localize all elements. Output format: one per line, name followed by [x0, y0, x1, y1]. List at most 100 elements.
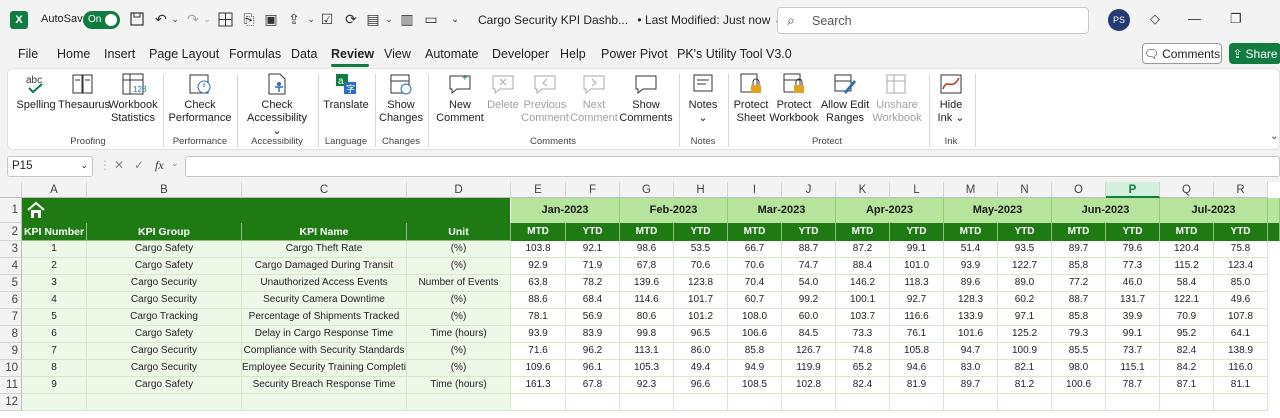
cell-value[interactable]: 81.9 — [890, 377, 944, 394]
cell-value[interactable]: 67.8 — [566, 377, 620, 394]
row-header-4[interactable]: 4 — [0, 258, 22, 275]
show-changes-button[interactable]: Show Changes — [379, 72, 423, 125]
cell-value[interactable]: 46.0 — [1106, 275, 1160, 292]
cell-unit[interactable]: (%) — [407, 241, 511, 258]
menu-insert[interactable]: Insert — [104, 47, 136, 61]
cell-value[interactable]: 70.9 — [1160, 309, 1214, 326]
cell-empty[interactable] — [1052, 394, 1106, 411]
cell-value[interactable]: 105.8 — [890, 343, 944, 360]
menu-file[interactable]: File — [18, 47, 39, 61]
cell-value[interactable]: 81.1 — [1214, 377, 1268, 394]
cell-value[interactable]: 49.4 — [674, 360, 728, 377]
cell-value[interactable]: 92.7 — [890, 292, 944, 309]
cell-kpi-group[interactable]: Cargo Security — [87, 275, 242, 292]
cell-value[interactable]: 99.8 — [620, 326, 674, 343]
cell-empty[interactable] — [890, 394, 944, 411]
enter-icon[interactable]: ✓ — [134, 158, 145, 172]
row-header-10[interactable]: 10 — [0, 360, 22, 377]
format-painter-icon[interactable]: ⎘ — [243, 10, 255, 27]
cell-value[interactable]: 92.3 — [620, 377, 674, 394]
column-header-p[interactable]: P — [1106, 182, 1160, 198]
cell-empty[interactable] — [87, 394, 242, 411]
menu-formulas[interactable]: Formulas — [229, 47, 282, 61]
home-icon[interactable] — [26, 201, 46, 220]
column-header-e[interactable]: E — [511, 182, 566, 198]
cell-value[interactable]: 123.8 — [674, 275, 728, 292]
cell-kpi-name[interactable]: Compliance with Security Standards — [242, 343, 407, 360]
protect-sheet-button[interactable]: Protect Sheet — [731, 72, 771, 125]
cell-value[interactable]: 99.2 — [782, 292, 836, 309]
column-header-m[interactable]: M — [944, 182, 998, 198]
cell-value[interactable]: 100.9 — [998, 343, 1052, 360]
column-header-j[interactable]: J — [782, 182, 836, 198]
cell-value[interactable]: 78.1 — [511, 309, 566, 326]
cell-value[interactable]: 106.6 — [728, 326, 782, 343]
minimize-icon[interactable]: — — [1188, 11, 1201, 26]
cell-value[interactable]: 82.4 — [1160, 343, 1214, 360]
cell-value[interactable]: 103.8 — [511, 241, 566, 258]
cell-value[interactable]: 99.1 — [890, 241, 944, 258]
cell-value[interactable]: 113.1 — [620, 343, 674, 360]
cell-value[interactable]: 96.1 — [566, 360, 620, 377]
cell-value[interactable]: 89.7 — [1052, 241, 1106, 258]
cell-value[interactable]: 81.2 — [998, 377, 1052, 394]
cell-value[interactable]: 83.0 — [944, 360, 998, 377]
cell-value[interactable]: 88.4 — [836, 258, 890, 275]
column-header-d[interactable]: D — [407, 182, 511, 198]
cell-value[interactable]: 98.6 — [620, 241, 674, 258]
cell-unit[interactable]: Number of Events — [407, 275, 511, 292]
cell-value[interactable]: 85.8 — [728, 343, 782, 360]
cell-value[interactable]: 131.7 — [1106, 292, 1160, 309]
column-header-f[interactable]: F — [566, 182, 620, 198]
notes-button[interactable]: Notes ⌄ — [683, 72, 723, 125]
menu-pk-utility-tool[interactable]: PK's Utility Tool V3.0 — [677, 47, 792, 61]
cell-value[interactable]: 116.0 — [1214, 360, 1268, 377]
cell-empty[interactable] — [674, 394, 728, 411]
cell-value[interactable]: 87.1 — [1160, 377, 1214, 394]
cell-value[interactable]: 122.1 — [1160, 292, 1214, 309]
cell-value[interactable]: 66.7 — [728, 241, 782, 258]
cell-value[interactable]: 120.4 — [1160, 241, 1214, 258]
cell-kpi-name[interactable]: Unauthorized Access Events — [242, 275, 407, 292]
cell-value[interactable]: 77.2 — [1052, 275, 1106, 292]
borders-icon[interactable] — [216, 10, 234, 28]
cell-value[interactable]: 93.9 — [944, 258, 998, 275]
column-header-n[interactable]: N — [998, 182, 1052, 198]
insert-function-icon[interactable]: fx — [155, 158, 164, 172]
cell-value[interactable]: 94.7 — [944, 343, 998, 360]
cell-value[interactable]: 60.0 — [782, 309, 836, 326]
cell-empty[interactable] — [22, 394, 87, 411]
row-header-11[interactable]: 11 — [0, 377, 22, 394]
cell-kpi-group[interactable]: Cargo Safety — [87, 326, 242, 343]
delete-comment-button[interactable]: Delete — [485, 72, 521, 112]
cell-value[interactable]: 96.2 — [566, 343, 620, 360]
cell-value[interactable]: 84.2 — [1160, 360, 1214, 377]
previous-comment-button[interactable]: Previous Comment — [520, 72, 570, 125]
cell-value[interactable]: 70.6 — [674, 258, 728, 275]
menu-view[interactable]: View — [384, 47, 411, 61]
search-box[interactable]: ⌕ Search — [777, 7, 1089, 34]
diamond-icon[interactable]: ◇ — [1150, 11, 1160, 26]
cell-value[interactable]: 79.6 — [1106, 241, 1160, 258]
cell-value[interactable]: 88.6 — [511, 292, 566, 309]
cell-empty[interactable] — [566, 394, 620, 411]
customize-toolbar-icon[interactable]: ⌄ — [450, 13, 460, 25]
cell-value[interactable]: 71.9 — [566, 258, 620, 275]
redo-icon[interactable]: ↷ — [187, 10, 199, 27]
menu-home[interactable]: Home — [57, 47, 91, 61]
formula-input[interactable] — [185, 156, 1280, 177]
restore-icon[interactable]: ❐ — [1230, 11, 1242, 26]
cell-value[interactable]: 101.0 — [890, 258, 944, 275]
name-box[interactable]: P15 ⌄ — [7, 156, 93, 177]
cell-empty[interactable] — [836, 394, 890, 411]
cell-value[interactable]: 125.2 — [998, 326, 1052, 343]
cell-value[interactable]: 93.9 — [511, 326, 566, 343]
cell-kpi-name[interactable]: Security Breach Response Time — [242, 377, 407, 394]
cell-value[interactable]: 82.1 — [998, 360, 1052, 377]
redo-dropdown-icon[interactable]: ⌄ — [203, 13, 211, 24]
cell-kpi-group[interactable]: Cargo Security — [87, 343, 242, 360]
cell-value[interactable]: 114.6 — [620, 292, 674, 309]
cell-empty[interactable] — [944, 394, 998, 411]
workbook-statistics-button[interactable]: 123 Workbook Statistics — [106, 72, 160, 125]
cell-kpi-name[interactable]: Cargo Theft Rate — [242, 241, 407, 258]
